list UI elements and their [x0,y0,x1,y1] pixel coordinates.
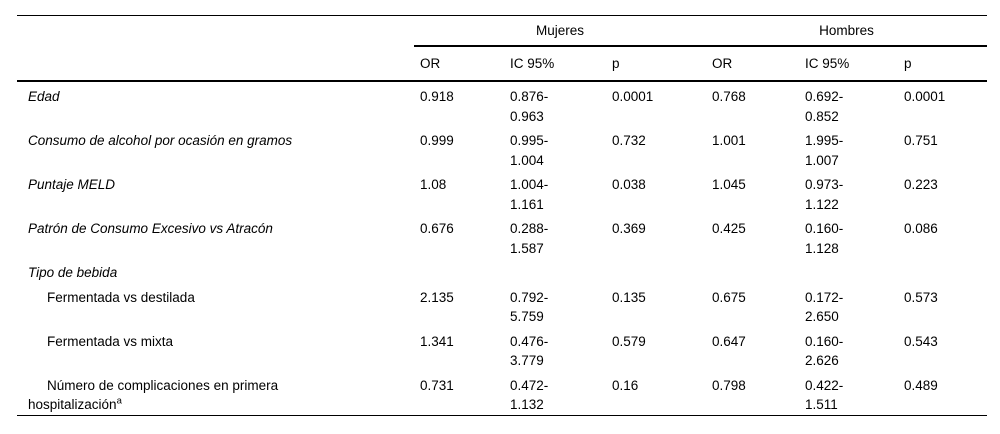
cell-or-mujeres: 2.135 [420,289,454,305]
cell-ic-hombres: 0.160- 1.128 [805,221,844,256]
row-label: Fermentada vs mixta [47,333,174,349]
group-header-mujeres: Mujeres [414,15,707,47]
cell-or-hombres: 0.798 [712,377,746,393]
cell-ic-mujeres: 0.995- 1.004 [510,133,549,168]
column-header-ic-hombres: IC 95% [799,46,899,82]
table-row-puntaje-meld: Puntaje MELD 1.08 1.004- 1.161 0.038 1.0… [17,170,987,214]
cell-p-mujeres: 0.579 [612,333,646,349]
cell-or-mujeres: 0.999 [420,133,454,148]
cell-ic-mujeres: 0.472- 1.132 [510,377,549,413]
cell-or-mujeres: 0.676 [420,221,454,236]
cell-or-mujeres: 0.731 [420,377,454,393]
column-header-or-mujeres: OR [414,46,504,82]
column-header-p-hombres: p [898,46,988,82]
cell-p-hombres: 0.573 [904,289,938,305]
cell-ic-mujeres: 0.792- 5.759 [510,289,549,325]
cell-or-hombres: 0.647 [712,333,746,349]
cell-or-mujeres [414,258,504,283]
cell-ic-hombres: 0.973- 1.122 [805,177,844,212]
results-table: Mujeres Hombres OR IC 95% p OR IC 95% p … [17,15,988,416]
cell-p-mujeres: 0.135 [612,289,646,305]
cell-or-hombres: 0.675 [712,289,746,305]
cell-p-hombres [898,258,987,283]
row-label: Consumo de alcohol por ocasión en gramos [28,133,293,148]
row-label-text: Número de complicaciones en primera hosp… [28,377,279,413]
table-row-edad: Edad 0.918 0.876- 0.963 0.0001 0.768 0.6… [17,81,987,126]
cell-or-hombres: 0.768 [712,89,746,104]
row-label: Fermentada vs destilada [47,289,195,305]
cell-ic-hombres [799,258,898,283]
cell-ic-hombres: 0.172- 2.650 [805,289,844,325]
column-header-spacer [17,46,414,82]
column-header-ic-mujeres: IC 95% [504,46,606,82]
cell-or-hombres: 0.425 [712,221,746,236]
cell-or-hombres: 1.045 [712,177,746,192]
group-header-hombres: Hombres [706,15,988,47]
row-label: Edad [28,89,60,104]
cell-p-mujeres [606,258,706,283]
cell-ic-hombres: 1.995- 1.007 [805,133,844,168]
footnote-marker: a [116,395,122,407]
cell-ic-mujeres: 0.876- 0.963 [510,89,549,124]
table-container: Mujeres Hombres OR IC 95% p OR IC 95% p … [17,15,988,416]
column-header-row: OR IC 95% p OR IC 95% p [17,46,988,82]
cell-or-mujeres: 0.918 [420,89,454,104]
cell-or-mujeres: 1.08 [420,177,447,192]
cell-p-mujeres: 0.0001 [612,89,654,104]
table-row-numero-complicaciones: Número de complicaciones en primera hosp… [17,371,987,416]
cell-ic-mujeres [504,258,606,283]
group-header-spacer [17,16,414,47]
cell-p-hombres: 0.489 [904,377,938,393]
table-row-consumo-alcohol: Consumo de alcohol por ocasión en gramos… [17,126,987,170]
column-header-p-mujeres: p [606,46,707,82]
cell-p-mujeres: 0.16 [612,377,639,393]
cell-p-hombres: 0.086 [904,221,938,236]
row-label: Tipo de bebida [28,265,118,280]
group-header-row: Mujeres Hombres [17,15,988,47]
cell-or-mujeres: 1.341 [420,333,454,349]
cell-or-hombres [706,258,799,283]
table-row-patron-consumo: Patrón de Consumo Excesivo vs Atracón 0.… [17,214,987,258]
cell-p-mujeres: 0.038 [612,177,646,192]
table-row-tipo-de-bebida: Tipo de bebida [17,258,987,283]
cell-ic-hombres: 0.692- 0.852 [805,89,844,124]
cell-ic-mujeres: 1.004- 1.161 [510,177,549,212]
cell-p-mujeres: 0.369 [612,221,646,236]
cell-ic-hombres: 0.160- 2.626 [805,333,844,369]
column-header-or-hombres: OR [706,46,800,82]
row-label: Número de complicaciones en primera hosp… [17,371,414,416]
cell-p-hombres: 0.543 [904,333,938,349]
row-label: Patrón de Consumo Excesivo vs Atracón [28,221,273,236]
row-label: Puntaje MELD [28,177,116,192]
cell-p-hombres: 0.223 [904,177,938,192]
table-row-fermentada-vs-mixta: Fermentada vs mixta 1.341 0.476- 3.779 0… [17,327,987,371]
cell-ic-mujeres: 0.476- 3.779 [510,333,549,369]
cell-ic-hombres: 0.422- 1.511 [805,377,844,413]
cell-p-hombres: 0.751 [904,133,938,148]
table-row-fermentada-vs-destilada: Fermentada vs destilada 2.135 0.792- 5.7… [17,283,987,327]
cell-p-mujeres: 0.732 [612,133,646,148]
cell-ic-mujeres: 0.288- 1.587 [510,221,549,256]
cell-p-hombres: 0.0001 [904,89,946,104]
cell-or-hombres: 1.001 [712,133,746,148]
